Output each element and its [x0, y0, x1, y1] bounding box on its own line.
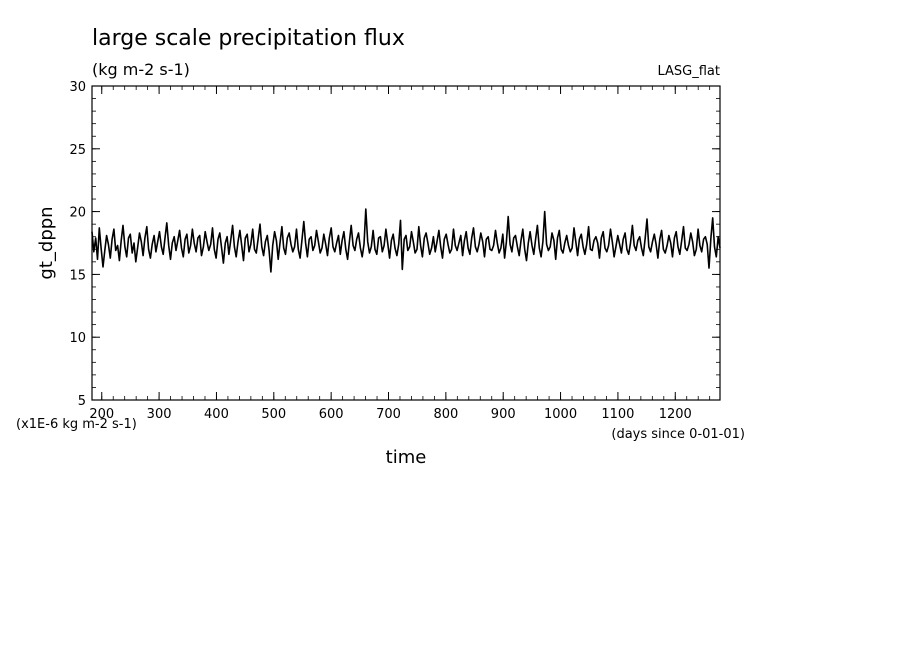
- y-tick-label: 10: [69, 331, 86, 346]
- x-tick-label: 300: [147, 407, 172, 422]
- x-units: (days since 0-01-01): [611, 427, 745, 442]
- chart-title: large scale precipitation flux: [92, 26, 405, 51]
- x-tick-label: 500: [261, 407, 286, 422]
- x-axis-ticks: 200 300 400 500 600 700 800 900 1000 1100 1200: [89, 86, 692, 422]
- y-axis-label: gt_dppn: [36, 206, 57, 279]
- y-tick-label: 15: [69, 268, 86, 283]
- x-tick-label: 400: [204, 407, 229, 422]
- y-units: (x1E-6 kg m-2 s-1): [16, 417, 137, 432]
- y-tick-label: 30: [69, 80, 86, 95]
- series-line: [91, 208, 721, 273]
- x-tick-label: 600: [319, 407, 344, 422]
- chart-annotation: LASG_flat: [657, 64, 720, 79]
- y-tick-label: 20: [69, 206, 86, 221]
- x-tick-label: 200: [89, 407, 114, 422]
- minor-ticks: [92, 85, 720, 401]
- x-tick-label: 800: [433, 407, 458, 422]
- x-tick-label: 1200: [659, 407, 692, 422]
- x-tick-label: 1100: [601, 407, 634, 422]
- chart-subtitle-units: (kg m-2 s-1): [92, 60, 190, 79]
- x-tick-label: 700: [376, 407, 401, 422]
- y-tick-label: 5: [78, 394, 86, 409]
- x-axis-label: time: [386, 447, 427, 468]
- x-tick-label: 1000: [544, 407, 577, 422]
- y-tick-label: 25: [69, 143, 86, 158]
- x-tick-label: 900: [491, 407, 516, 422]
